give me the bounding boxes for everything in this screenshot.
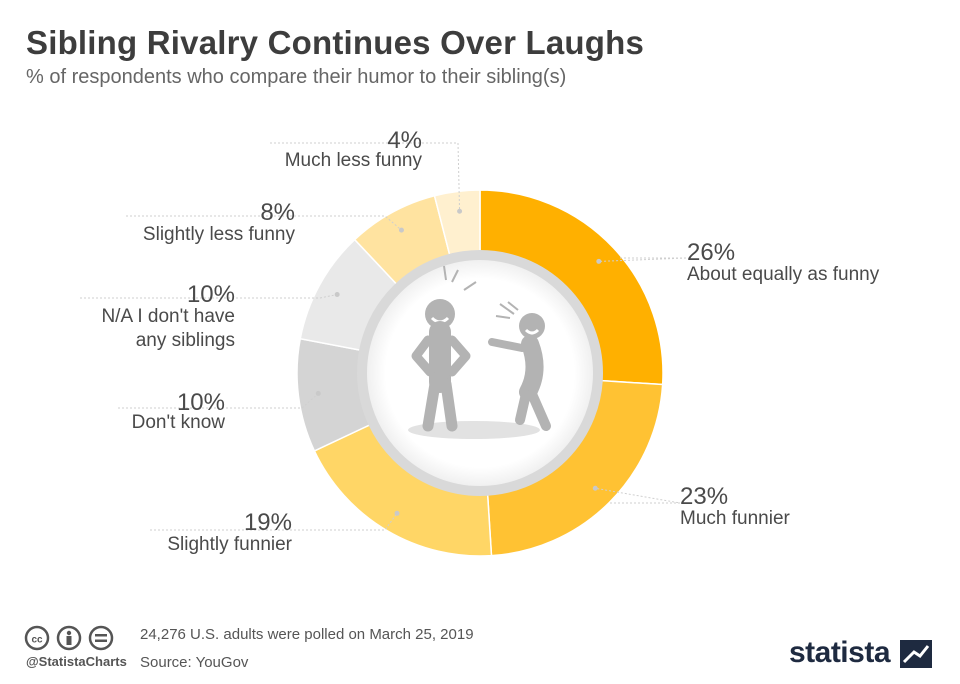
chart-subtitle: % of respondents who compare their humor… xyxy=(26,66,567,88)
leader-line xyxy=(150,513,398,531)
slice-value-label: 19% xyxy=(244,509,292,536)
slice-category-label: Slightly less funny xyxy=(143,224,296,245)
slice-value-label: 23% xyxy=(680,483,728,510)
no-derivatives-icon xyxy=(88,625,114,651)
slice-category-label: N/A I don't have any siblings xyxy=(101,306,235,351)
slice-category-label: Don't know xyxy=(132,412,226,433)
laughing-figures-illustration xyxy=(408,265,551,439)
slice-value-label: 10% xyxy=(177,389,225,416)
leader-dot xyxy=(315,390,321,396)
svg-text:cc: cc xyxy=(31,635,43,646)
leader-dot xyxy=(334,291,340,297)
leader-dot xyxy=(596,258,602,264)
leader-line xyxy=(118,393,319,409)
donut-inner-ring xyxy=(357,250,603,496)
slice-category-label: About equally as funny xyxy=(687,264,880,285)
license-icons: cc xyxy=(24,625,124,656)
leader-dot xyxy=(457,208,463,214)
leader-line xyxy=(270,142,461,212)
leader-dot xyxy=(394,510,400,516)
statista-brand: statista xyxy=(788,636,891,669)
source-note: Source: YouGov xyxy=(140,654,249,671)
slice-category-label: Much funnier xyxy=(680,508,791,529)
leader-dot xyxy=(398,227,404,233)
slice-value-label: 26% xyxy=(687,239,735,266)
slice-value-label: 10% xyxy=(187,281,235,308)
leader-line xyxy=(595,487,681,504)
statista-handle: @StatistaCharts xyxy=(26,654,127,669)
leader-line xyxy=(80,293,338,299)
slice-category-label: Much less funny xyxy=(285,150,423,171)
attribution-icon xyxy=(56,625,82,651)
statista-logo-icon xyxy=(900,640,932,668)
slice-value-label: 8% xyxy=(260,199,295,226)
slice-value-label: 4% xyxy=(387,127,422,154)
leader-line xyxy=(598,257,688,262)
leader-line xyxy=(126,215,402,231)
creative-commons-icon: cc xyxy=(24,625,50,651)
donut-chart: 26%About equally as funny 23%Much funnier… xyxy=(80,127,880,557)
leader-dot xyxy=(592,485,598,491)
survey-note: 24,276 U.S. adults were polled on March … xyxy=(140,626,474,643)
chart-title: Sibling Rivalry Continues Over Laughs xyxy=(26,24,645,61)
slice-category-label: Slightly funnier xyxy=(167,534,292,555)
